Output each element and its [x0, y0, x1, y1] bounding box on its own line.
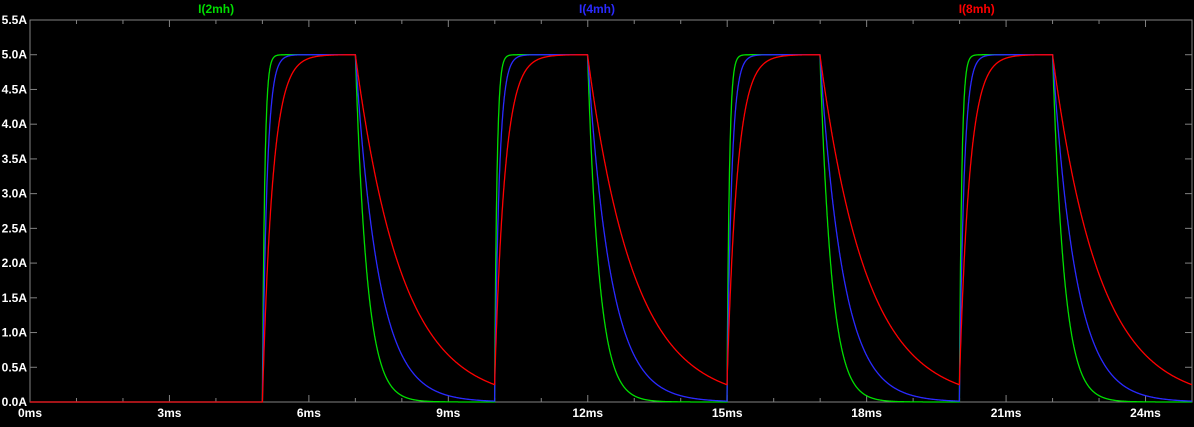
- y-axis-label: 5.5A: [2, 13, 28, 27]
- x-axis-label: 6ms: [297, 406, 321, 420]
- x-axis-label: 9ms: [436, 406, 460, 420]
- x-axis-label: 3ms: [157, 406, 181, 420]
- legend-item-trace-2[interactable]: I(4mh): [579, 2, 615, 16]
- x-axis-label: 0ms: [18, 406, 42, 420]
- y-axis-label: 4.5A: [2, 82, 28, 96]
- legend-item-trace-3[interactable]: I(8mh): [958, 2, 995, 16]
- y-axis-label: 3.0A: [2, 187, 28, 201]
- trace-I(8mh): [29, 54, 1193, 403]
- y-axis-label: 5.0A: [2, 48, 28, 62]
- x-axis-label: 24ms: [1130, 406, 1161, 420]
- y-axis-label: 2.5A: [2, 221, 28, 235]
- x-axis-label: 21ms: [991, 406, 1022, 420]
- plot-border: [29, 19, 1193, 403]
- x-axis-label: 15ms: [712, 406, 743, 420]
- y-axis-label: 1.5A: [2, 291, 28, 305]
- y-axis-label: 2.0A: [2, 256, 28, 270]
- y-axis-label: 0.5A: [2, 360, 28, 374]
- y-axis-label: 0.0A: [2, 395, 28, 409]
- y-axis-label: 3.5A: [2, 152, 28, 166]
- trace-I(2mh): [29, 54, 1193, 403]
- x-axis-label: 12ms: [572, 406, 603, 420]
- x-axis-label: 18ms: [851, 406, 882, 420]
- y-axis-label: 4.0A: [2, 117, 28, 131]
- trace-I(4mh): [29, 54, 1193, 403]
- legend: I(2mh) I(4mh) I(8mh): [0, 0, 1194, 18]
- y-axis-label: 1.0A: [2, 326, 28, 340]
- legend-item-trace-1[interactable]: I(2mh): [198, 2, 235, 16]
